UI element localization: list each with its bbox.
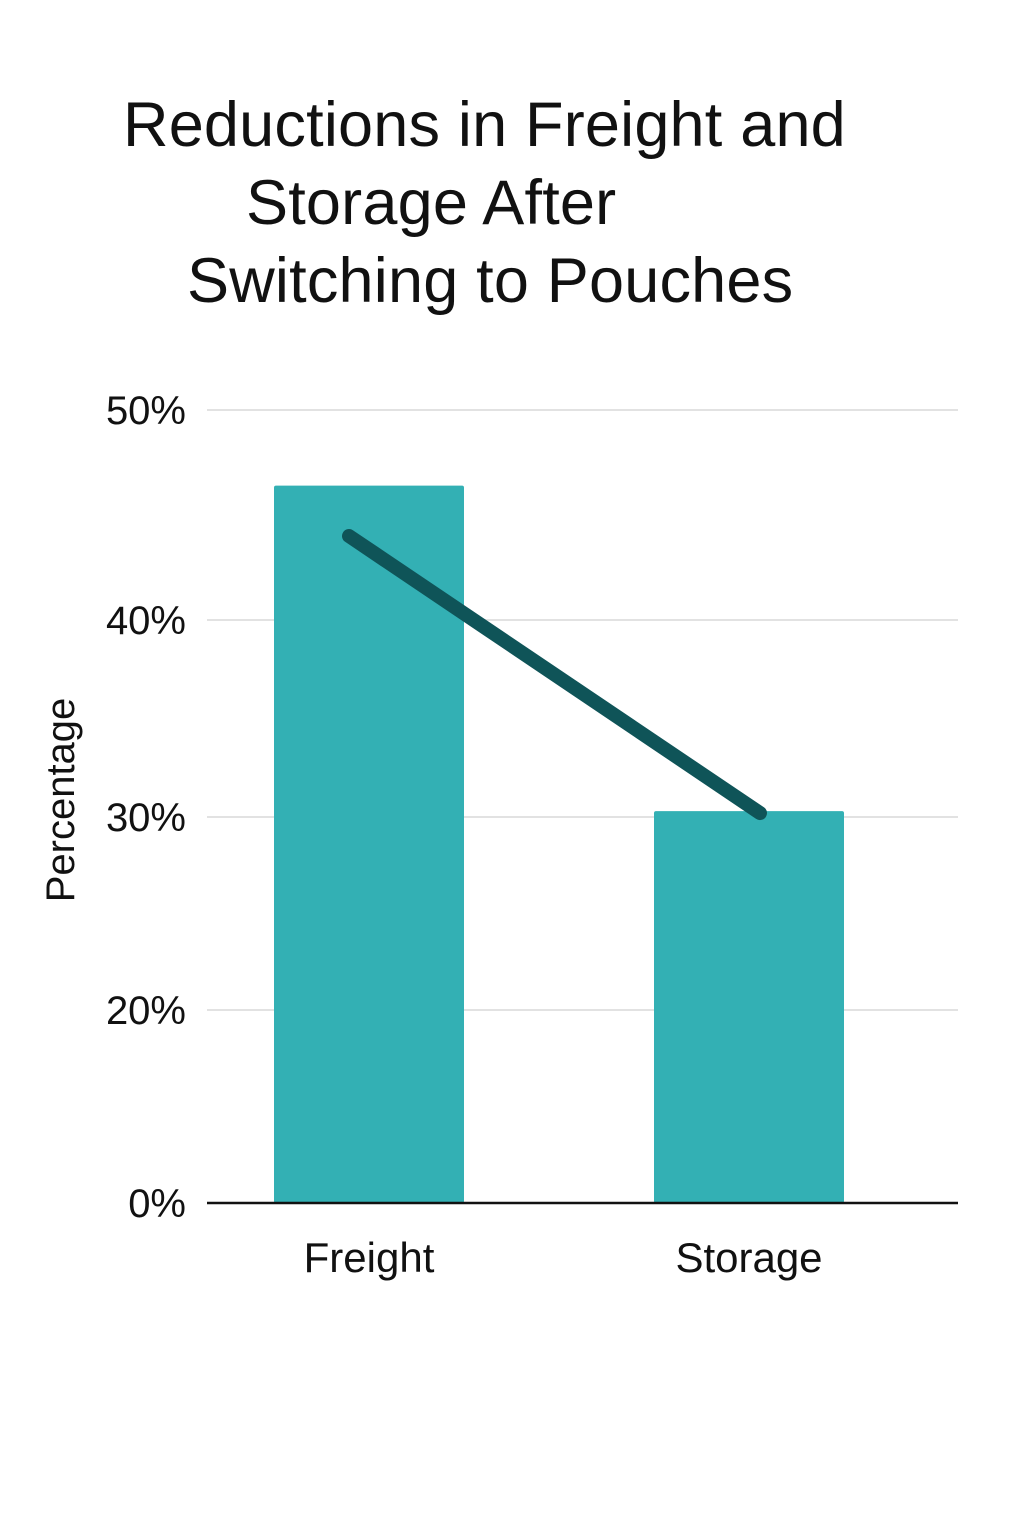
x-tick-label-freight: Freight (304, 1234, 435, 1281)
y-tick-label-0: 0% (128, 1182, 186, 1226)
bar-freight (274, 485, 464, 1204)
x-tick-labels: Freight Storage (304, 1234, 823, 1281)
y-tick-label-30: 30% (106, 796, 186, 840)
trend-line-group (342, 529, 767, 821)
x-tick-label-storage: Storage (675, 1234, 822, 1281)
chart-title-line-3: Switching to Pouches (187, 246, 794, 316)
trend-line (342, 529, 767, 821)
chart-title-line-1: Reductions in Freight and (123, 90, 846, 160)
y-tick-labels: 0% 20% 30% 40% 50% (106, 389, 186, 1226)
y-tick-label-20: 20% (106, 989, 186, 1033)
bar-storage (654, 811, 844, 1203)
bars (274, 485, 844, 1204)
y-axis-title: Percentage (39, 698, 83, 903)
y-tick-label-40: 40% (106, 599, 186, 643)
y-tick-label-50: 50% (106, 389, 186, 433)
chart-title-line-2: Storage After (246, 168, 617, 238)
